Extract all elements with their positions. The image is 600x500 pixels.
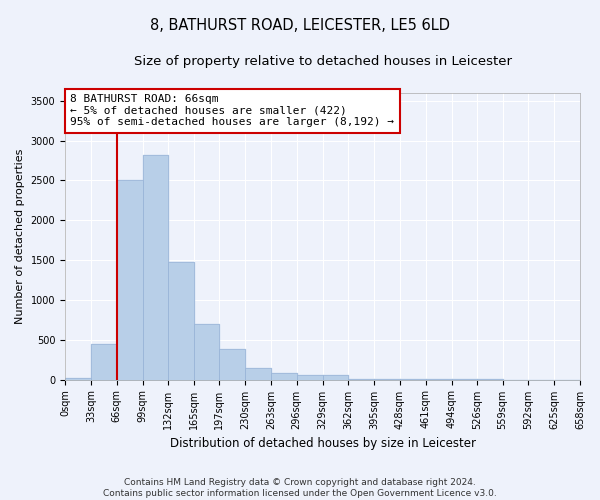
Text: 8, BATHURST ROAD, LEICESTER, LE5 6LD: 8, BATHURST ROAD, LEICESTER, LE5 6LD (150, 18, 450, 32)
Y-axis label: Number of detached properties: Number of detached properties (15, 148, 25, 324)
Title: Size of property relative to detached houses in Leicester: Size of property relative to detached ho… (134, 55, 512, 68)
X-axis label: Distribution of detached houses by size in Leicester: Distribution of detached houses by size … (170, 437, 476, 450)
Text: 8 BATHURST ROAD: 66sqm
← 5% of detached houses are smaller (422)
95% of semi-det: 8 BATHURST ROAD: 66sqm ← 5% of detached … (70, 94, 394, 128)
Text: Contains HM Land Registry data © Crown copyright and database right 2024.
Contai: Contains HM Land Registry data © Crown c… (103, 478, 497, 498)
